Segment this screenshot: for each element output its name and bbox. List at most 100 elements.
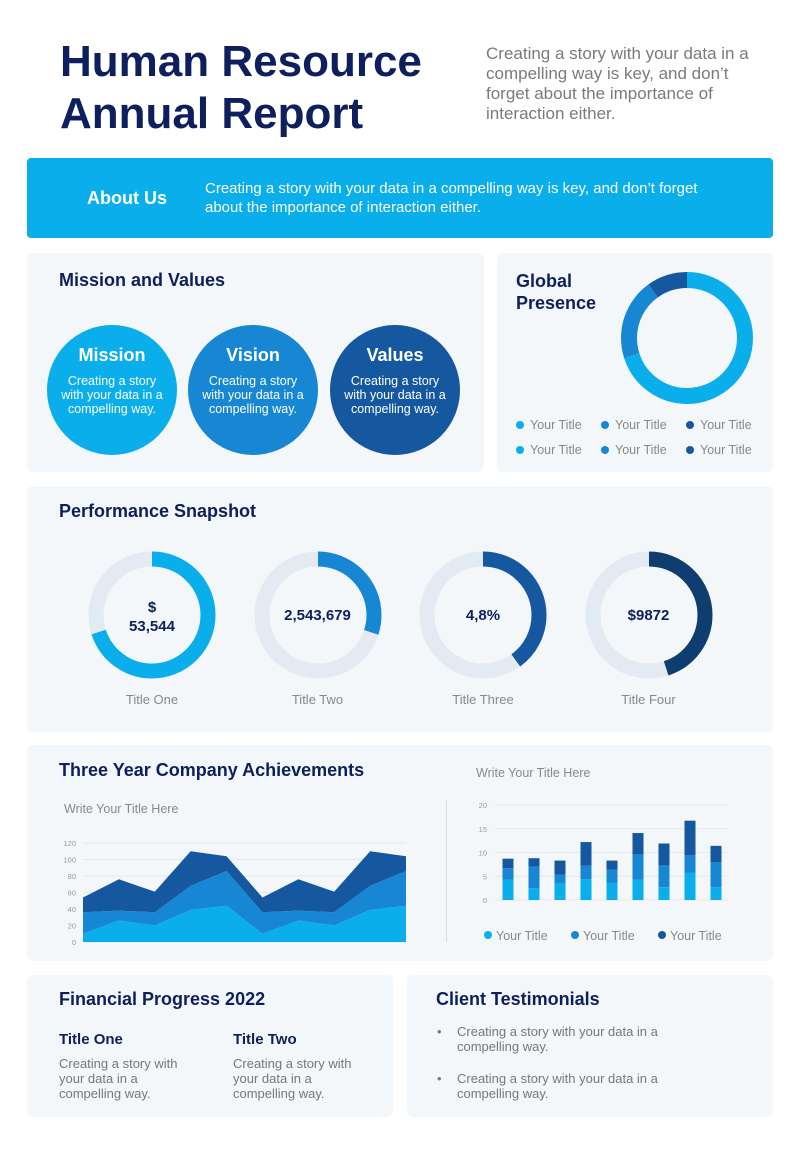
legend-item: Your Title — [686, 418, 752, 432]
bullet: • — [437, 1024, 442, 1039]
bar-segment — [710, 887, 722, 900]
donut-slice — [621, 272, 753, 404]
y-tick-label: 0 — [483, 896, 487, 905]
legend-label: Your Title — [530, 443, 582, 457]
area-series — [83, 851, 406, 913]
legend-label: Your Title — [700, 443, 752, 457]
about-label: About Us — [87, 188, 167, 208]
y-tick-label: 0 — [72, 938, 76, 947]
bar-segment — [554, 883, 566, 900]
financial-col-text: Creating a story with your data in a com… — [59, 1056, 178, 1101]
donut-value: 2,543,679 — [284, 607, 351, 624]
financial-panel: Financial Progress 2022 Title One Creati… — [27, 975, 393, 1117]
mission-title: Mission and Values — [59, 270, 226, 290]
y-tick-label: 15 — [479, 825, 487, 834]
about-text: Creating a story with your data in a com… — [205, 180, 698, 216]
donut-progress — [585, 551, 712, 679]
mission-circle: Mission Creating a story with your data … — [47, 325, 177, 455]
legend-dot-icon — [601, 446, 609, 454]
legend-item: Your Title — [686, 443, 752, 457]
bar-segment — [632, 833, 644, 855]
bar-segment — [606, 869, 618, 883]
bar-segment — [528, 888, 540, 900]
bar-segment — [658, 865, 670, 888]
global-donut — [621, 272, 753, 404]
donut-progress — [254, 551, 381, 679]
legend-label: Your Title — [583, 929, 635, 943]
bar-segment — [580, 865, 592, 880]
circle-text: Creating a story with your data in a com… — [61, 374, 163, 416]
bar-segment — [632, 854, 644, 880]
y-tick-label: 20 — [68, 922, 76, 931]
bar-segment — [684, 855, 696, 873]
donut-label: Title Two — [291, 692, 344, 707]
testimonials-title: Client Testimonials — [436, 989, 600, 1009]
testimonials-panel: Client Testimonials • Creating a story w… — [407, 975, 773, 1117]
legend-dot-icon — [686, 421, 694, 429]
financial-col-text: Creating a story with your data in a com… — [233, 1056, 352, 1101]
legend-dot-icon — [686, 446, 694, 454]
area-series — [83, 871, 406, 934]
values-circle: Values Creating a story with your data i… — [330, 325, 460, 455]
legend-label: Your Title — [615, 443, 667, 457]
y-tick-label: 5 — [483, 872, 487, 881]
legend-dot-icon — [571, 931, 579, 939]
y-tick-label: 120 — [63, 839, 76, 848]
donut-label: Title Four — [621, 692, 676, 707]
bar-segment — [502, 858, 514, 869]
circle-heading: Mission — [78, 345, 146, 365]
bullet: • — [437, 1071, 442, 1086]
vision-circle: Vision Creating a story with your data i… — [188, 325, 318, 455]
legend-label: Your Title — [615, 418, 667, 432]
legend-label: Your Title — [530, 418, 582, 432]
y-tick-label: 100 — [63, 856, 76, 865]
legend-label: Your Title — [700, 418, 752, 432]
divider — [446, 800, 447, 942]
legend-dot-icon — [484, 931, 492, 939]
progress-donut — [419, 551, 547, 679]
bar-segment — [606, 860, 618, 870]
y-tick-label: 20 — [479, 801, 487, 810]
progress-donut — [585, 551, 712, 679]
bar-segment — [580, 842, 592, 866]
financial-title: Financial Progress 2022 — [59, 989, 266, 1009]
donut-slice — [621, 272, 753, 404]
about-banner: About Us Creating a story with your data… — [27, 158, 773, 238]
circle-heading: Vision — [226, 345, 280, 365]
legend-dot-icon — [516, 446, 524, 454]
donut-label: Title Three — [452, 692, 514, 707]
legend-item: Your Title — [601, 443, 667, 457]
performance-title: Performance Snapshot — [59, 501, 257, 521]
bar-segment — [554, 874, 566, 884]
bar-segment — [528, 866, 540, 889]
donut-progress — [88, 551, 216, 679]
area-series — [83, 905, 406, 942]
legend-item: Your Title — [516, 443, 582, 457]
circle-text: Creating a story with your data in a com… — [344, 374, 446, 416]
legend-dot-icon — [516, 421, 524, 429]
circle-heading: Values — [366, 345, 424, 365]
legend-label: Your Title — [496, 929, 548, 943]
donut-progress — [419, 551, 547, 679]
bar-segment — [684, 872, 696, 900]
bar-segment — [554, 860, 566, 875]
legend-item: Your Title — [601, 418, 667, 432]
legend-label: Your Title — [670, 929, 722, 943]
bar-segment — [580, 879, 592, 900]
legend-item: Your Title — [516, 418, 582, 432]
bar-chart-title: Write Your Title Here — [476, 766, 590, 780]
bar-segment — [632, 879, 644, 900]
financial-col-heading: Title One — [59, 1031, 123, 1048]
financial-col-heading: Title Two — [233, 1031, 297, 1048]
donut-value: $ 53,544 — [129, 599, 175, 635]
achievements-title: Three Year Company Achievements — [59, 760, 365, 780]
circle-text: Creating a story with your data in a com… — [202, 374, 304, 416]
testimonial-item: Creating a story with your data in a com… — [457, 1071, 658, 1101]
donut-value: $9872 — [627, 607, 670, 624]
achievement-charts: Write Your Title Here020406080100120Writ… — [63, 766, 728, 947]
area-chart-title: Write Your Title Here — [64, 802, 178, 816]
global-panel: Global Presence Your Title Your Title Your… — [497, 253, 773, 472]
bar-segment — [658, 843, 670, 866]
performance-panel: Performance Snapshot $ 53,544 Title One 2,… — [27, 486, 773, 732]
progress-donut — [254, 551, 381, 679]
